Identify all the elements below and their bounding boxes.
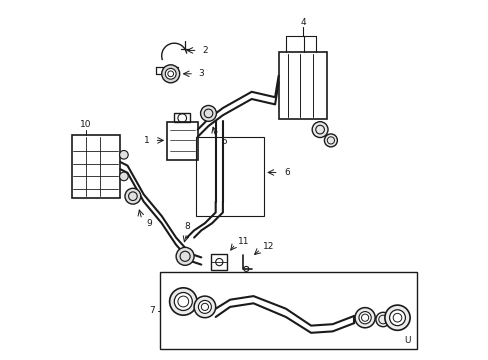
Circle shape: [354, 307, 374, 328]
Bar: [167, 122, 197, 160]
Circle shape: [389, 310, 405, 325]
Text: 8: 8: [183, 222, 189, 231]
Text: 1: 1: [144, 136, 149, 145]
Text: 9: 9: [146, 219, 152, 228]
Circle shape: [194, 296, 215, 318]
Circle shape: [120, 150, 128, 159]
Bar: [72, 135, 120, 198]
Bar: [278, 52, 326, 119]
Text: 6: 6: [284, 168, 289, 177]
Bar: [211, 254, 227, 270]
Circle shape: [375, 312, 389, 327]
Circle shape: [176, 247, 194, 265]
Bar: [196, 137, 264, 216]
Circle shape: [311, 122, 327, 138]
Circle shape: [198, 300, 211, 313]
Text: U: U: [403, 336, 409, 345]
Circle shape: [165, 68, 176, 79]
Circle shape: [200, 105, 216, 121]
Circle shape: [125, 188, 141, 204]
Text: 4: 4: [300, 18, 305, 27]
Text: 10: 10: [80, 120, 92, 129]
Text: 5: 5: [221, 137, 226, 146]
Circle shape: [120, 172, 128, 181]
Bar: [160, 272, 416, 349]
Text: 3: 3: [199, 69, 204, 78]
Circle shape: [169, 288, 197, 315]
Circle shape: [384, 305, 409, 330]
Text: 2: 2: [202, 46, 207, 55]
Bar: [174, 113, 190, 122]
Circle shape: [358, 311, 370, 324]
Circle shape: [324, 134, 337, 147]
Text: 7: 7: [148, 306, 154, 315]
Text: 12: 12: [263, 242, 274, 251]
Text: 11: 11: [238, 237, 249, 246]
Circle shape: [162, 65, 179, 83]
Circle shape: [174, 292, 192, 310]
